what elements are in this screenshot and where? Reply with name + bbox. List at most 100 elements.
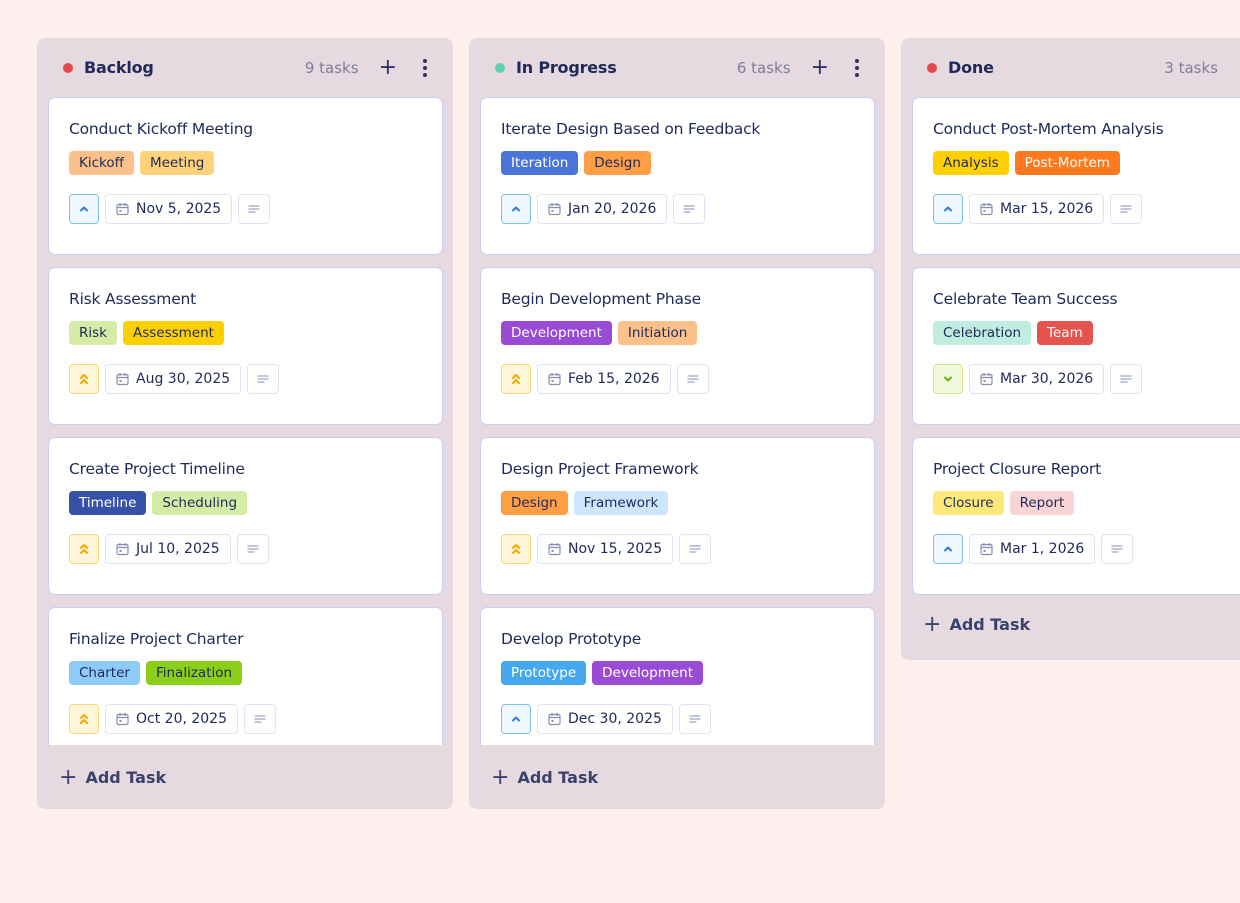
due-date-button[interactable]: Mar 30, 2026 [969,364,1105,394]
tag: Closure [933,491,1004,515]
task-card[interactable]: Begin Development Phase Development Initi… [480,267,875,425]
text-lines-icon [246,543,260,555]
due-date-button[interactable]: Aug 30, 2025 [105,364,242,394]
card-footer: Dec 30, 2025 [501,704,854,734]
tag-list: Timeline Scheduling [69,491,422,515]
description-button[interactable] [244,704,276,734]
task-card[interactable]: Develop Prototype Prototype Development D… [480,607,875,745]
description-button[interactable] [236,534,269,564]
add-task-label: Add Task [85,767,167,787]
description-button[interactable] [678,704,711,734]
due-date-button[interactable]: Feb 15, 2026 [537,364,671,394]
description-button[interactable] [673,194,706,224]
tag: Report [1009,491,1075,515]
due-date: Jul 10, 2025 [136,541,220,557]
tag-list: Celebration Team [933,321,1220,345]
due-date-button[interactable]: Mar 1, 2026 [969,534,1096,564]
priority-button[interactable] [933,194,963,224]
due-date-button[interactable]: Mar 15, 2026 [969,194,1105,224]
due-date-button[interactable]: Jul 10, 2025 [105,534,231,564]
description-button[interactable] [1110,194,1143,224]
task-card[interactable]: Iterate Design Based on Feedback Iterati… [480,97,875,255]
text-lines-icon [247,203,261,215]
due-date: Mar 1, 2026 [1000,541,1085,557]
priority-button[interactable] [69,704,99,734]
card-list[interactable]: Conduct Kickoff Meeting Kickoff Meeting N… [37,97,453,745]
tag: Team [1037,321,1093,345]
tag: Scheduling [152,491,248,515]
tag: Kickoff [69,151,134,175]
card-list[interactable]: Conduct Post-Mortem Analysis Analysis Pos… [901,97,1240,595]
card-footer: Nov 15, 2025 [501,534,854,564]
task-card[interactable]: Design Project Framework Design Framework… [480,437,875,595]
calendar-icon [980,542,993,556]
more-options-icon[interactable] [851,58,863,77]
description-button[interactable] [247,364,280,394]
task-count: 6 tasks [736,58,791,77]
due-date-button[interactable]: Jan 20, 2026 [537,194,668,224]
chevron-up-icon [510,713,522,725]
card-footer: Jul 10, 2025 [69,534,422,564]
due-date: Nov 5, 2025 [136,201,222,217]
tag: Timeline [69,491,147,515]
column-header: Backlog 9 tasks + [37,38,453,97]
calendar-icon [548,202,561,216]
description-button[interactable] [676,364,709,394]
description-button[interactable] [238,194,271,224]
task-card[interactable]: Celebrate Team Success Celebration Team M… [912,267,1240,425]
chevron-up-icon [942,543,954,555]
description-button[interactable] [1110,364,1143,394]
tag: Risk [69,321,117,345]
priority-button[interactable] [69,194,99,224]
add-task-icon-button[interactable]: + [810,54,829,80]
tag: Charter [69,661,140,685]
tag: Assessment [122,321,224,345]
priority-button[interactable] [69,364,99,394]
task-count: 9 tasks [304,58,359,77]
description-button[interactable] [1101,534,1134,564]
add-task-button[interactable]: + Add Task [901,595,1240,653]
priority-button[interactable] [501,364,531,394]
add-task-icon-button[interactable]: + [378,54,397,80]
tag: Meeting [139,151,215,175]
task-card[interactable]: Conduct Post-Mortem Analysis Analysis Pos… [912,97,1240,255]
priority-button[interactable] [933,364,963,394]
due-date-button[interactable]: Oct 20, 2025 [105,704,238,734]
task-card[interactable]: Risk Assessment Risk Assessment Aug 30, 2… [48,267,443,425]
task-card[interactable]: Create Project Timeline Timeline Scheduli… [48,437,443,595]
due-date-button[interactable]: Nov 5, 2025 [105,194,233,224]
priority-button[interactable] [933,534,963,564]
task-title: Iterate Design Based on Feedback [501,120,761,138]
card-list[interactable]: Iterate Design Based on Feedback Iterati… [469,97,885,745]
more-options-icon[interactable] [419,58,431,77]
add-task-button[interactable]: + Add Task [37,745,453,809]
tag: Analysis [933,151,1009,175]
task-card[interactable]: Project Closure Report Closure Report Mar… [912,437,1240,595]
double-chevron-up-icon [78,712,90,726]
plus-icon: + [491,764,510,790]
column-backlog: Backlog 9 tasks + Conduct Kickoff Meetin… [37,38,453,809]
text-lines-icon [688,713,702,725]
description-button[interactable] [679,534,712,564]
column-in-progress: In Progress 6 tasks + Iterate Design Bas… [469,38,885,809]
task-title: Create Project Timeline [69,460,245,478]
tag-list: Development Initiation [501,321,854,345]
priority-button[interactable] [501,704,531,734]
plus-icon: + [923,611,942,637]
priority-button[interactable] [501,534,531,564]
due-date-button[interactable]: Nov 15, 2025 [537,534,674,564]
tag-list: Risk Assessment [69,321,422,345]
text-lines-icon [253,713,267,725]
add-task-label: Add Task [517,767,599,787]
add-task-button[interactable]: + Add Task [469,745,885,809]
task-title: Project Closure Report [933,460,1101,478]
task-card[interactable]: Conduct Kickoff Meeting Kickoff Meeting N… [48,97,443,255]
chevron-up-icon [510,203,522,215]
card-footer: Jan 20, 2026 [501,194,854,224]
due-date-button[interactable]: Dec 30, 2025 [537,704,673,734]
calendar-icon [548,372,561,386]
priority-button[interactable] [501,194,531,224]
calendar-icon [548,712,561,726]
task-card[interactable]: Finalize Project Charter Charter Finaliza… [48,607,443,745]
priority-button[interactable] [69,534,99,564]
